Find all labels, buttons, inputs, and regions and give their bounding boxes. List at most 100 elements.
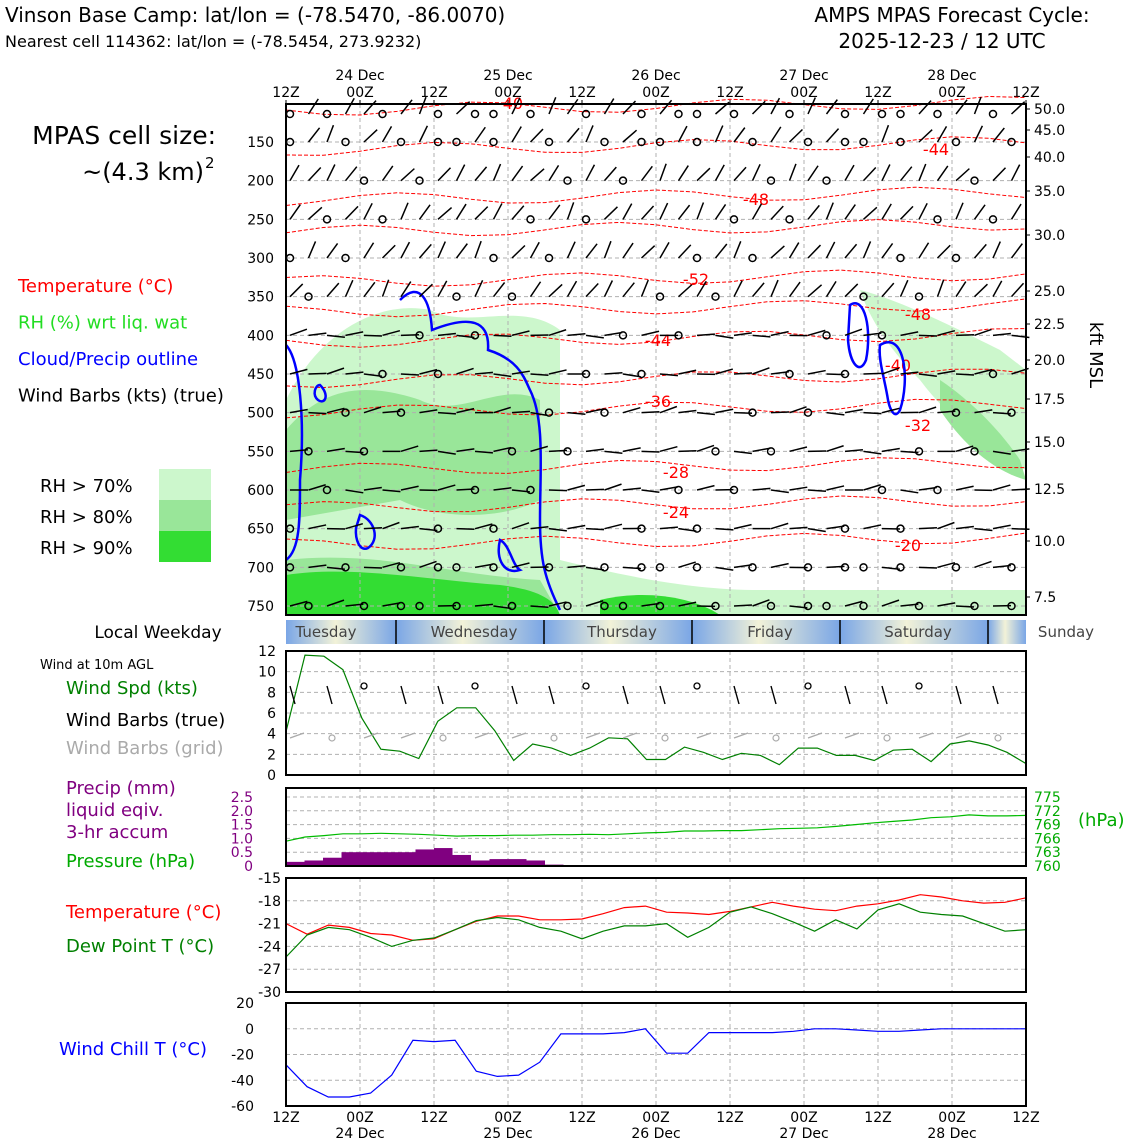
calm-wind-marker: [396, 563, 406, 572]
pressure-unit: (hPa): [1078, 810, 1125, 831]
calm-wind-marker: [803, 601, 813, 611]
wind-barb: [456, 367, 474, 375]
legend-entry: Cloud/Precip outline: [18, 349, 198, 370]
wind-barb: [603, 98, 615, 115]
wind-barb: [641, 410, 660, 414]
legend-entry: Temperature (°C): [17, 276, 173, 297]
wind-barb: [474, 603, 493, 607]
calm-wind-marker-grid: [550, 734, 558, 742]
isotherm-label: -24: [663, 503, 689, 522]
rh-legend: RH > 70% RH > 80% RH > 90%: [40, 469, 211, 562]
wind-barb: [474, 563, 493, 569]
calm-wind-marker-grid: [328, 734, 336, 742]
top-tick-label: 12Z: [272, 85, 299, 101]
calm-wind-marker: [655, 601, 665, 611]
wind-barb: [807, 97, 817, 115]
calm-wind-marker: [415, 176, 424, 185]
calm-wind-marker: [970, 447, 979, 456]
isotherm: [285, 328, 1027, 348]
wind-barb: [659, 99, 673, 115]
calm-wind-marker: [729, 485, 739, 495]
wind-barb: [307, 206, 323, 220]
wind-barb: [567, 484, 586, 491]
isotherm: [285, 136, 1027, 156]
calm-wind-marker: [581, 215, 591, 224]
cloud-outline: [354, 513, 376, 551]
wind-barb: [788, 128, 803, 143]
wind-barb: [789, 406, 807, 414]
wind-barb: [770, 411, 790, 414]
wind-barb: [418, 243, 432, 259]
wind-panel: 0 2 4 6 8 10 12: [258, 644, 1027, 784]
weekday-label: Local Weekday: [94, 623, 221, 643]
pressure-tick-label: 550: [247, 444, 274, 460]
wind-barb: [418, 96, 427, 115]
y-tick-label: 2: [267, 747, 276, 763]
wind-barb: [770, 562, 789, 569]
calm-wind-marker: [637, 524, 646, 533]
pressure-tick-label: 750: [247, 599, 274, 615]
wind-barb: [548, 329, 567, 337]
wind-barb: [511, 522, 530, 530]
calm-wind-marker: [563, 601, 572, 611]
wind-barb: [548, 685, 555, 705]
wind-barb: [918, 242, 930, 259]
wind-barb: [678, 561, 696, 569]
day-band: [286, 620, 396, 644]
calm-wind-marker: [748, 253, 757, 263]
wind-barb: [826, 485, 845, 491]
wind-barb: [936, 279, 945, 297]
wind-barb: [881, 447, 900, 453]
wind-barb: [363, 566, 383, 569]
wind-barb: [585, 164, 596, 182]
wind-panel-title: Wind at 10m AGL: [40, 658, 154, 673]
wind-barb: [918, 373, 937, 377]
wind-barb: [400, 525, 419, 530]
wind-barb: [474, 126, 486, 143]
wind-barb: [659, 242, 670, 259]
wind-barb: [455, 164, 466, 182]
top-tick-label: 00Z: [938, 85, 965, 101]
temperature-series-line: [285, 903, 1027, 958]
wind-barb: [418, 125, 429, 143]
calm-wind-marker: [396, 137, 406, 147]
wind-barb: [955, 373, 975, 376]
wind-barb: [715, 368, 734, 375]
cycle-title: AMPS MPAS Forecast Cycle:: [814, 3, 1089, 27]
wind-barb-grid: [585, 732, 601, 739]
calm-wind-marker: [859, 137, 868, 147]
wind-barb: [733, 166, 747, 182]
wind-barb: [308, 564, 327, 569]
wind-barb: [844, 449, 863, 453]
calm-wind-marker: [655, 137, 665, 147]
wind-barb-grid: [289, 732, 305, 739]
wind-barb: [622, 282, 635, 298]
calm-wind-marker: [452, 137, 461, 147]
wind-barb: [345, 489, 364, 494]
pressure-tick-label: 769: [1034, 818, 1061, 834]
bottom-date-label: 24 Dec: [335, 1126, 384, 1140]
cloud-outline: [497, 538, 523, 573]
kft-tick-label: 35.0: [1034, 184, 1065, 200]
wind-barb: [455, 243, 468, 259]
calm-wind-marker: [1007, 563, 1016, 572]
pressure-tick-label: 600: [247, 483, 274, 499]
wind-barb: [844, 328, 863, 337]
wind-barb: [345, 522, 364, 530]
wind-barb: [770, 245, 785, 259]
wind-barb: [955, 525, 974, 530]
wind-barb: [622, 203, 633, 220]
isotherm: [285, 495, 1027, 513]
wind-barb: [492, 203, 503, 220]
calm-wind-marker: [304, 601, 313, 611]
wind-barb: [567, 411, 586, 415]
wind-barb: [474, 280, 484, 297]
wind-barb: [363, 526, 383, 530]
wind-barb: [437, 167, 452, 182]
wind-barb: [881, 124, 890, 143]
wind-barb: [622, 242, 634, 259]
calm-wind-marker: [489, 563, 498, 572]
wind-barb: [936, 165, 949, 182]
calm-wind-marker: [840, 563, 850, 572]
calm-wind-marker: [489, 253, 498, 263]
